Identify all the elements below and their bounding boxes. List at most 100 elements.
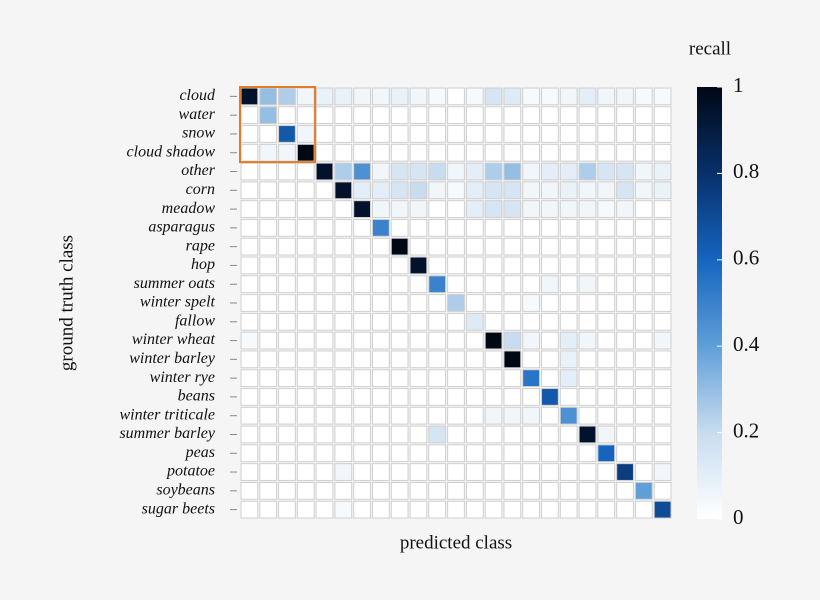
cell [240,481,259,500]
cell [371,463,390,481]
cell [465,125,484,143]
cell [465,369,484,388]
cell [240,125,259,143]
cell [484,463,503,481]
cell [371,200,390,218]
cell [278,425,296,444]
cell [465,162,484,181]
cell [541,312,559,331]
cell [522,500,541,519]
cell [541,463,559,481]
cell [259,181,278,200]
cell [447,425,465,444]
cell [428,218,447,237]
cell [597,143,616,162]
cell [597,500,616,519]
cell [353,218,371,237]
cell [296,500,315,519]
x-axis-label: predicted class [400,532,512,553]
cell [653,444,672,463]
cell [634,106,653,125]
cell [371,331,390,350]
cell [634,425,653,444]
cell [634,200,653,218]
cell [315,369,334,388]
cell [428,406,447,425]
cell [278,200,296,218]
cell [503,237,522,256]
cell [653,275,672,294]
cell [259,500,278,519]
cell [315,275,334,294]
y-tick-label: hop [191,256,215,273]
cell [541,275,559,294]
cell [315,218,334,237]
cell [428,200,447,218]
cell [315,406,334,425]
cell [597,331,616,350]
cell [447,125,465,143]
colorbar [697,87,722,519]
cell [371,181,390,200]
cell [390,463,409,481]
cell [634,500,653,519]
cell [240,388,259,406]
cell [616,369,634,388]
cell [653,463,672,481]
cell [315,481,334,500]
cell [409,143,428,162]
cell [315,106,334,125]
cell [447,106,465,125]
cell [503,218,522,237]
cell [259,425,278,444]
cell [240,237,259,256]
cell [616,218,634,237]
cell [296,481,315,500]
cell [597,200,616,218]
cell [634,369,653,388]
cell [634,294,653,312]
cell [653,143,672,162]
cell [484,406,503,425]
cell [259,481,278,500]
cell [465,106,484,125]
cell [353,181,371,200]
cell [390,500,409,519]
cell [653,125,672,143]
cell [503,87,522,106]
cell [353,388,371,406]
cell [371,500,390,519]
cell [259,444,278,463]
cell [522,369,541,388]
cell [334,181,353,200]
cell [578,463,597,481]
cell [371,425,390,444]
cell [484,125,503,143]
cell [447,350,465,369]
cell [541,331,559,350]
cell [653,294,672,312]
cell [484,237,503,256]
y-tick-label: winter triticale [119,406,215,423]
cell [484,481,503,500]
cell [522,87,541,106]
cell [447,388,465,406]
cell [296,125,315,143]
cell [334,256,353,275]
cell [409,275,428,294]
cell [259,388,278,406]
cell [390,425,409,444]
cell [259,331,278,350]
cell [578,500,597,519]
cell [278,444,296,463]
cell [597,388,616,406]
cell [465,425,484,444]
cell [484,218,503,237]
cell [578,350,597,369]
cell [334,331,353,350]
cell [503,463,522,481]
cell [390,388,409,406]
cell [390,275,409,294]
cell [541,125,559,143]
cell [240,406,259,425]
